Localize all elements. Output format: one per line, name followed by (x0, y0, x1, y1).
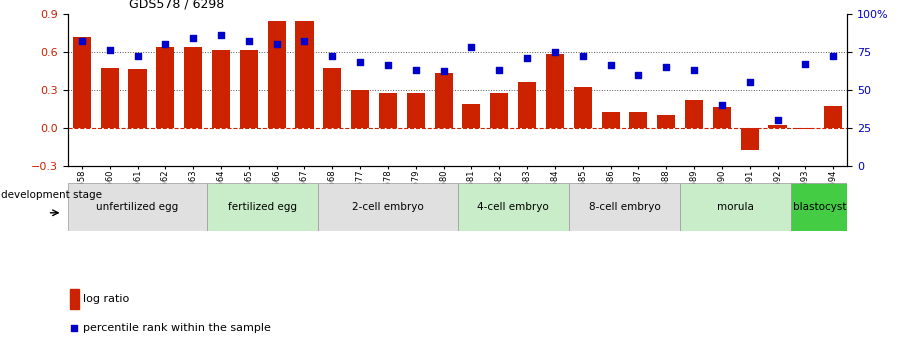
Bar (407, 93, 425, 128)
Bar (768, 125, 786, 128)
Point (269, 41, 284, 47)
Text: unfertilized egg: unfertilized egg (96, 202, 178, 212)
Point (575, 53, 590, 59)
Text: development stage: development stage (1, 190, 101, 200)
Bar (70, 289, 79, 309)
Point (74, 38, 89, 44)
Point (520, 55, 535, 61)
Point (130, 53, 145, 59)
Bar (435, 73, 453, 128)
Bar (685, 100, 703, 128)
Point (325, 53, 340, 59)
Point (770, 117, 785, 123)
Text: GDS578 / 6298: GDS578 / 6298 (129, 0, 225, 10)
Bar (129, 69, 147, 128)
Bar (101, 68, 119, 128)
Text: percentile rank within the sample: percentile rank within the sample (83, 323, 271, 333)
Bar (657, 115, 675, 128)
Point (464, 45, 478, 50)
Point (409, 67, 423, 73)
Bar (323, 68, 342, 128)
Point (603, 63, 618, 68)
Bar (458, 183, 569, 231)
Point (826, 53, 841, 59)
Point (687, 67, 701, 73)
Point (67, 325, 82, 331)
Point (659, 64, 673, 70)
Point (631, 72, 646, 77)
Bar (267, 21, 285, 128)
Bar (157, 47, 174, 128)
Point (492, 67, 506, 73)
Point (214, 32, 228, 38)
Point (381, 63, 395, 68)
Bar (518, 82, 536, 128)
Point (352, 60, 367, 65)
Bar (352, 90, 369, 128)
Text: log ratio: log ratio (83, 294, 130, 304)
Bar (212, 50, 230, 128)
Text: fertilized egg: fertilized egg (228, 202, 297, 212)
Point (102, 48, 117, 53)
Point (186, 35, 200, 41)
Point (242, 38, 256, 44)
Text: 2-cell embryo: 2-cell embryo (352, 202, 424, 212)
Bar (824, 106, 843, 128)
Point (798, 61, 813, 67)
Text: 8-cell embryo: 8-cell embryo (589, 202, 660, 212)
Bar (713, 107, 731, 128)
Bar (207, 183, 318, 231)
Point (297, 38, 312, 44)
Bar (792, 183, 847, 231)
Point (547, 49, 562, 55)
Point (742, 79, 757, 85)
Bar (240, 50, 258, 128)
Bar (379, 93, 397, 128)
Bar (546, 54, 564, 128)
Bar (569, 183, 680, 231)
Text: blastocyst: blastocyst (793, 202, 846, 212)
Point (158, 41, 172, 47)
Bar (295, 21, 313, 128)
Text: morula: morula (718, 202, 754, 212)
Bar (490, 93, 508, 128)
Bar (680, 183, 792, 231)
Bar (796, 128, 814, 129)
Bar (630, 112, 648, 128)
Bar (602, 112, 620, 128)
Point (437, 69, 451, 74)
Bar (68, 183, 207, 231)
Bar (741, 128, 758, 150)
Bar (462, 104, 480, 128)
Text: 4-cell embryo: 4-cell embryo (477, 202, 549, 212)
Bar (318, 183, 458, 231)
Bar (72, 37, 91, 128)
Point (715, 102, 729, 108)
Bar (573, 87, 592, 128)
Bar (184, 47, 202, 128)
